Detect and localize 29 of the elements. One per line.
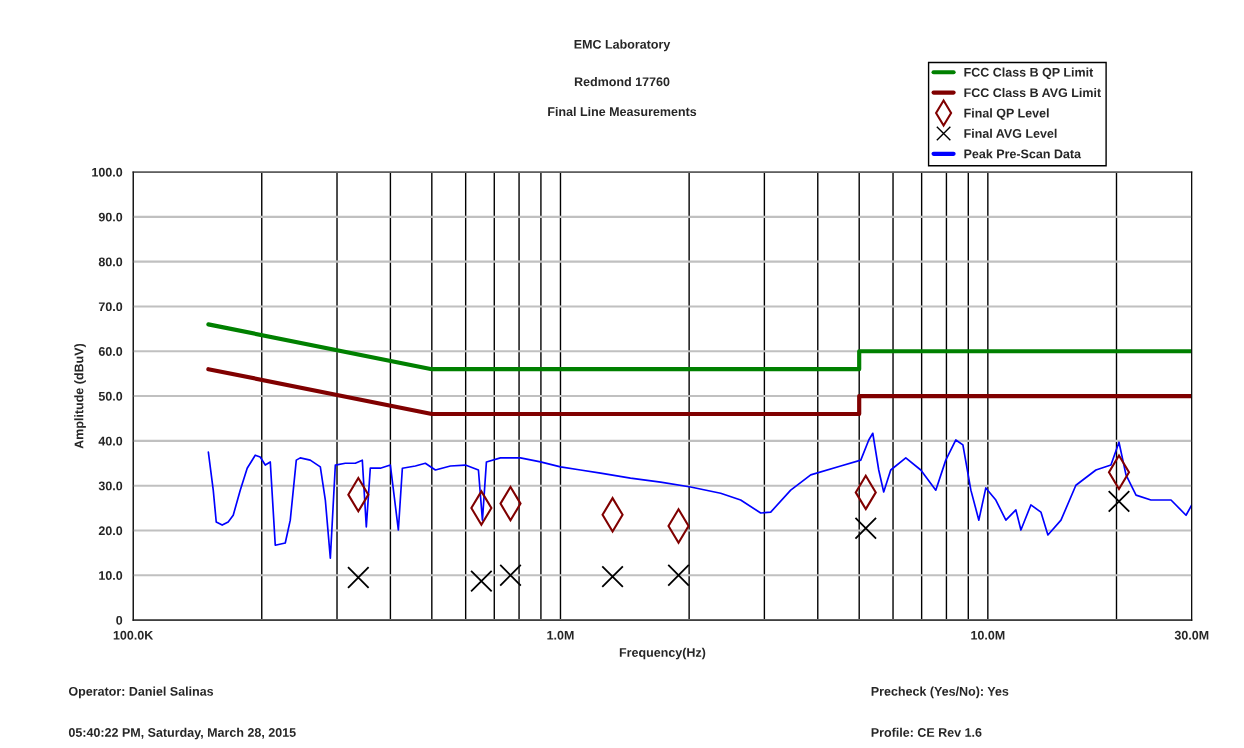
text: Precheck (Yes/No): Yes: [871, 686, 1009, 699]
text: 05:40:22 PM, Saturday, March 28, 2015: [68, 727, 296, 740]
x-tick-label: 1.0M: [547, 630, 574, 640]
y-tick-label: 60.0: [98, 347, 123, 356]
y-tick-label: 50.0: [98, 391, 123, 401]
x-tick-label: 100.0K: [113, 630, 154, 640]
legend-label: FCC Class B QP Limit: [964, 67, 1094, 80]
y-tick-label: 10.0: [99, 571, 123, 580]
y-axis-title: Amplitude (dBuV): [74, 343, 86, 449]
y-tick-label: 90.0: [98, 212, 123, 222]
y-tick-label: 40.0: [98, 436, 123, 446]
y-tick-label: 30.0: [98, 481, 123, 491]
x-tick-label: 30.0M: [1174, 630, 1209, 640]
x-axis-title: Frequency(Hz): [619, 647, 706, 660]
legend-label: Peak Pre-Scan Data: [964, 149, 1082, 159]
y-tick-label: 0: [116, 615, 123, 625]
chart-subtitle: Redmond 17760: [574, 76, 670, 87]
text: Final Line Measurements: [548, 106, 697, 117]
y-tick-label: 100.0: [92, 167, 123, 177]
x-tick-label: 10.0M: [971, 630, 1005, 640]
y-tick-label: 20.0: [98, 526, 123, 536]
legend-label: FCC Class B AVG Limit: [964, 87, 1101, 98]
text: Operator: Daniel Salinas: [68, 686, 214, 699]
y-tick-label: 80.0: [98, 257, 123, 267]
text: Profile: CE Rev 1.6: [871, 727, 982, 737]
y-tick-label: 70.0: [98, 302, 123, 312]
legend-label: Final QP Level: [964, 108, 1049, 120]
legend-label: Final AVG Level: [964, 128, 1057, 138]
chart-title: EMC Laboratory: [574, 39, 671, 52]
